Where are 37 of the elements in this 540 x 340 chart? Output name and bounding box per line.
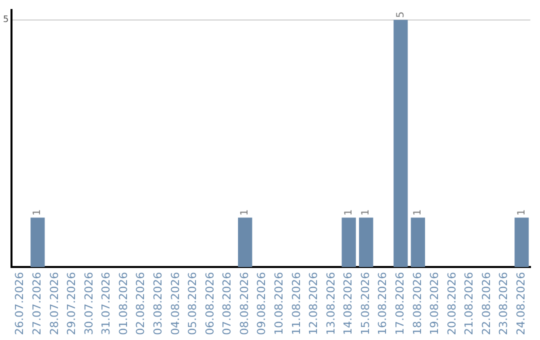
x-tick-label: 23.08.2026 [497, 272, 510, 336]
data-label: 1 [360, 209, 372, 216]
x-tick-label: 31.07.2026 [100, 272, 113, 336]
x-tick-label: 09.08.2026 [255, 272, 268, 336]
x-tick-label: 27.07.2026 [30, 272, 44, 336]
x-tick-label: 07.08.2026 [220, 272, 234, 336]
x-tick-label: 22.08.2026 [480, 272, 493, 336]
x-tick-label: 03.08.2026 [152, 272, 165, 336]
x-tick-label: 06.08.2026 [203, 272, 216, 336]
data-label: 1 [32, 209, 44, 216]
x-tick-label: 02.08.2026 [134, 272, 148, 336]
x-tick-label: 17.08.2026 [394, 272, 407, 336]
x-tick-label: 29.07.2026 [65, 272, 78, 336]
data-label: 1 [343, 209, 354, 216]
x-tick-label: 15.08.2026 [358, 272, 372, 336]
x-tick-label: 08.08.2026 [238, 272, 251, 336]
data-label: 5 [395, 12, 406, 18]
x-tick-label: 13.08.2026 [324, 272, 338, 336]
x-tick-label: 12.08.2026 [307, 272, 320, 336]
x-tick-label: 18.08.2026 [410, 272, 424, 336]
x-tick-label: 28.07.2026 [48, 272, 61, 336]
x-tick-label: 10.08.2026 [272, 272, 286, 336]
x-tick-label: 16.08.2026 [376, 272, 390, 336]
x-tick-label: 21.08.2026 [462, 272, 476, 336]
data-label: 1 [412, 209, 424, 216]
x-tick-label: 20.08.2026 [445, 272, 458, 336]
x-tick-label: 26.07.2026 [13, 272, 26, 336]
data-label: 1 [240, 209, 251, 216]
x-tick-label: 30.07.2026 [82, 272, 96, 336]
x-tick-label: 19.08.2026 [428, 272, 442, 336]
data-label: 1 [516, 209, 528, 216]
x-tick-label: 05.08.2026 [186, 272, 200, 336]
x-tick-label: 24.08.2026 [514, 272, 528, 336]
x-tick-label: 11.08.2026 [290, 272, 303, 336]
x-tick-label: 14.08.2026 [342, 272, 355, 336]
x-tick-label: 01.08.2026 [116, 272, 130, 336]
x-tick-label: 04.08.2026 [168, 272, 182, 336]
